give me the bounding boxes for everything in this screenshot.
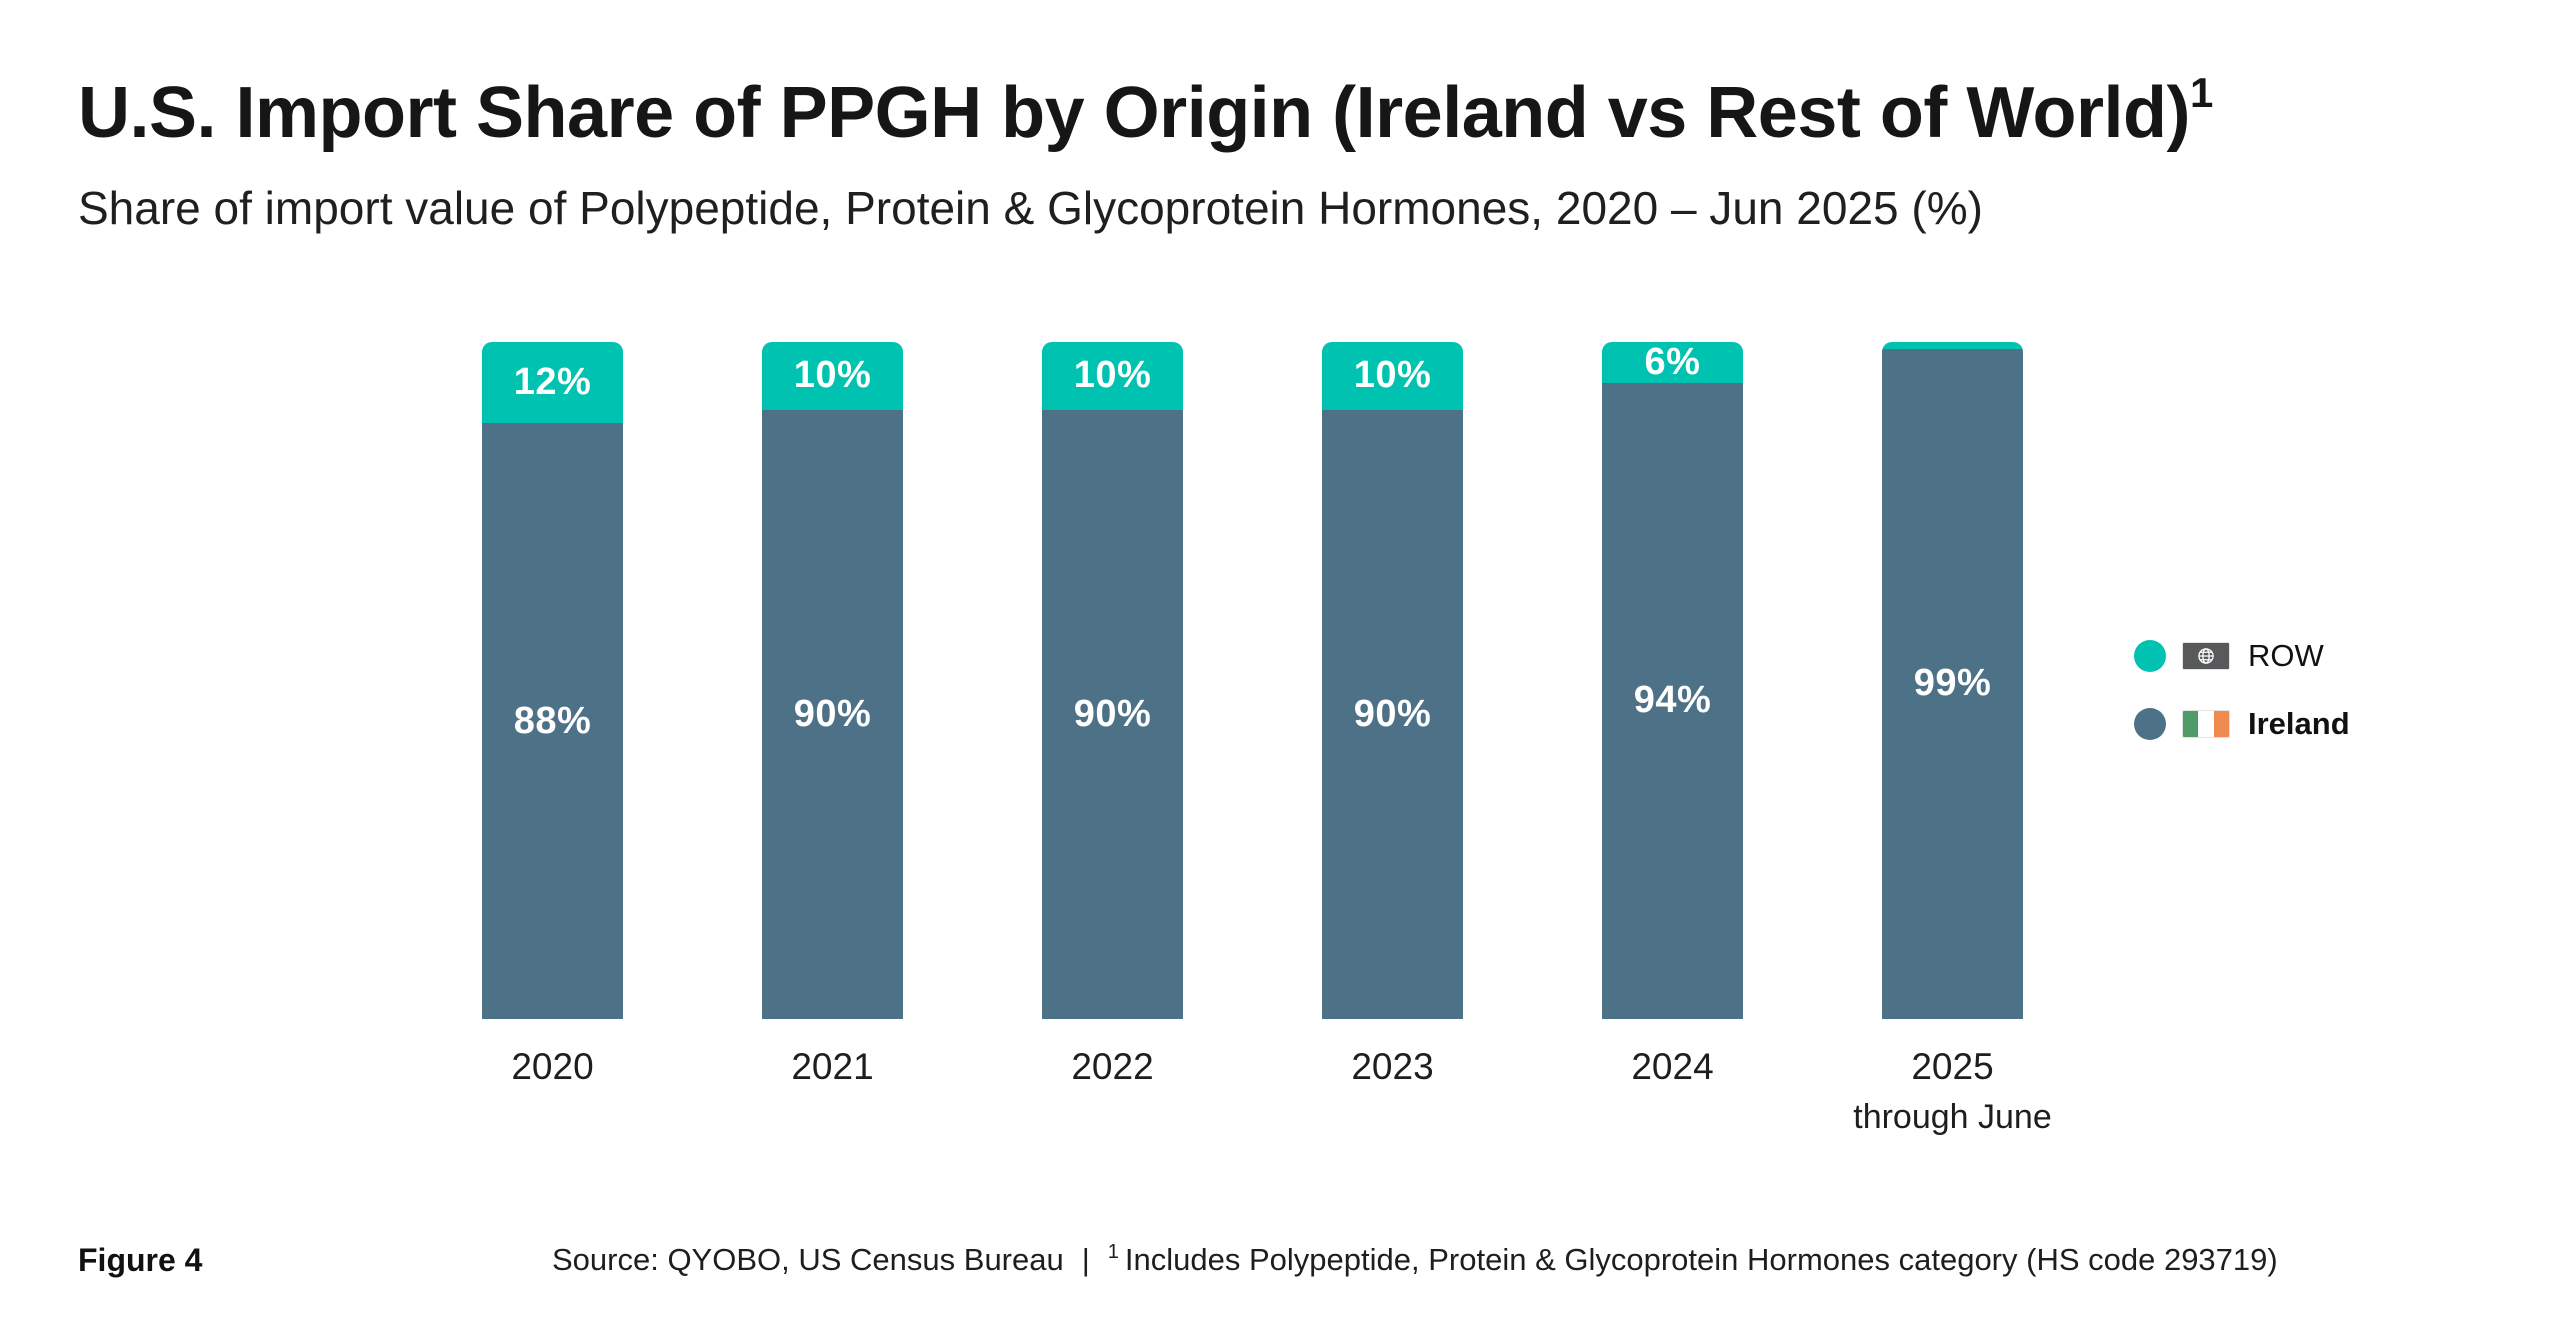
source-note: Source: QYOBO, US Census Bureau | 1 Include… (552, 1242, 2278, 1278)
bar-segment-row-2025[interactable] (1882, 342, 2023, 349)
bar-segment-row-2024[interactable]: 6% (1602, 342, 1743, 383)
source-text: Source: QYOBO, US Census Bureau (552, 1242, 1064, 1277)
globe-flag-icon (2182, 642, 2230, 670)
x-axis-label-2020: 2020 (413, 1046, 693, 1088)
segment-value-label: 10% (793, 354, 872, 397)
chart-title-text: U.S. Import Share of PPGH by Origin (Ire… (78, 73, 2190, 153)
x-axis-label-2023: 2023 (1253, 1046, 1533, 1088)
chart-title-footnote-marker: 1 (2189, 69, 2213, 116)
chart-header: U.S. Import Share of PPGH by Origin (Ire… (78, 72, 2500, 236)
x-axis-year: 2020 (511, 1046, 594, 1087)
legend-dot-ireland (2134, 708, 2166, 740)
bar-segment-ireland-2024[interactable]: 94% (1602, 382, 1743, 1019)
legend-label-row: ROW (2248, 638, 2324, 673)
figure-label: Figure 4 (78, 1242, 203, 1278)
segment-value-label: 12% (513, 361, 592, 404)
ireland-flag-icon (2182, 710, 2230, 738)
x-axis-year: 2023 (1351, 1046, 1434, 1087)
bar-segment-ireland-2022[interactable]: 90% (1042, 409, 1183, 1019)
bar-2020[interactable]: 12% 88% (482, 342, 623, 1019)
legend-item-ireland[interactable]: Ireland (2134, 706, 2350, 742)
chart-subtitle: Share of import value of Polypeptide, Pr… (78, 181, 1983, 234)
bar-segment-row-2020[interactable]: 12% (482, 342, 623, 424)
source-divider: | (1081, 1242, 1090, 1277)
flag-stripe (2183, 711, 2199, 737)
bar-2023[interactable]: 10% 90% (1322, 342, 1463, 1019)
segment-value-label: 90% (1073, 692, 1152, 735)
x-axis-year: 2024 (1631, 1046, 1714, 1087)
stacked-bar-chart: 12% 88% 2020 10% 90% 2021 10% 90% 2022 10% 90% 2023… (482, 342, 2052, 1192)
bar-2022[interactable]: 10% 90% (1042, 342, 1183, 1019)
segment-value-label: 94% (1633, 679, 1712, 722)
bar-segment-ireland-2025[interactable]: 99% (1882, 348, 2023, 1019)
chart-title: U.S. Import Share of PPGH by Origin (Ire… (78, 72, 2500, 155)
bar-segment-ireland-2020[interactable]: 88% (482, 423, 623, 1019)
bar-segment-row-2022[interactable]: 10% (1042, 342, 1183, 410)
footnote-text: Includes Polypeptide, Protein & Glycopro… (1124, 1242, 2278, 1277)
segment-value-label: 10% (1353, 354, 1432, 397)
segment-value-label: 99% (1913, 662, 1992, 705)
segment-value-label: 90% (1353, 692, 1432, 735)
bar-segment-row-2023[interactable]: 10% (1322, 342, 1463, 410)
legend-dot-row (2134, 640, 2166, 672)
x-axis-year: 2025 (1911, 1046, 1994, 1087)
x-axis-label-2024: 2024 (1533, 1046, 1813, 1088)
x-axis-label-2022: 2022 (973, 1046, 1253, 1088)
x-axis-year: 2022 (1071, 1046, 1154, 1087)
segment-value-label: 10% (1073, 354, 1152, 397)
x-axis-label-2021: 2021 (693, 1046, 973, 1088)
x-axis-label-2025: 2025 through June (1813, 1046, 2093, 1137)
legend-item-row[interactable]: ROW (2134, 638, 2350, 674)
bar-2024[interactable]: 6% 94% (1602, 342, 1743, 1019)
x-axis-year: 2021 (791, 1046, 874, 1087)
flag-stripe (2198, 711, 2214, 737)
legend-label-ireland: Ireland (2248, 706, 2350, 741)
bar-segment-row-2021[interactable]: 10% (762, 342, 903, 410)
segment-value-label: 6% (1644, 342, 1701, 383)
footnote-marker: 1 (1107, 1241, 1119, 1263)
segment-value-label: 88% (513, 699, 592, 742)
bar-2021[interactable]: 10% 90% (762, 342, 903, 1019)
flag-stripe (2213, 711, 2229, 737)
x-axis-sublabel: through June (1853, 1098, 2052, 1136)
segment-value-label: 90% (793, 692, 872, 735)
bar-segment-ireland-2021[interactable]: 90% (762, 409, 903, 1019)
bar-segment-ireland-2023[interactable]: 90% (1322, 409, 1463, 1019)
bar-2025[interactable]: 99% (1882, 342, 2023, 1019)
chart-legend: ROW Ireland (2134, 638, 2350, 774)
